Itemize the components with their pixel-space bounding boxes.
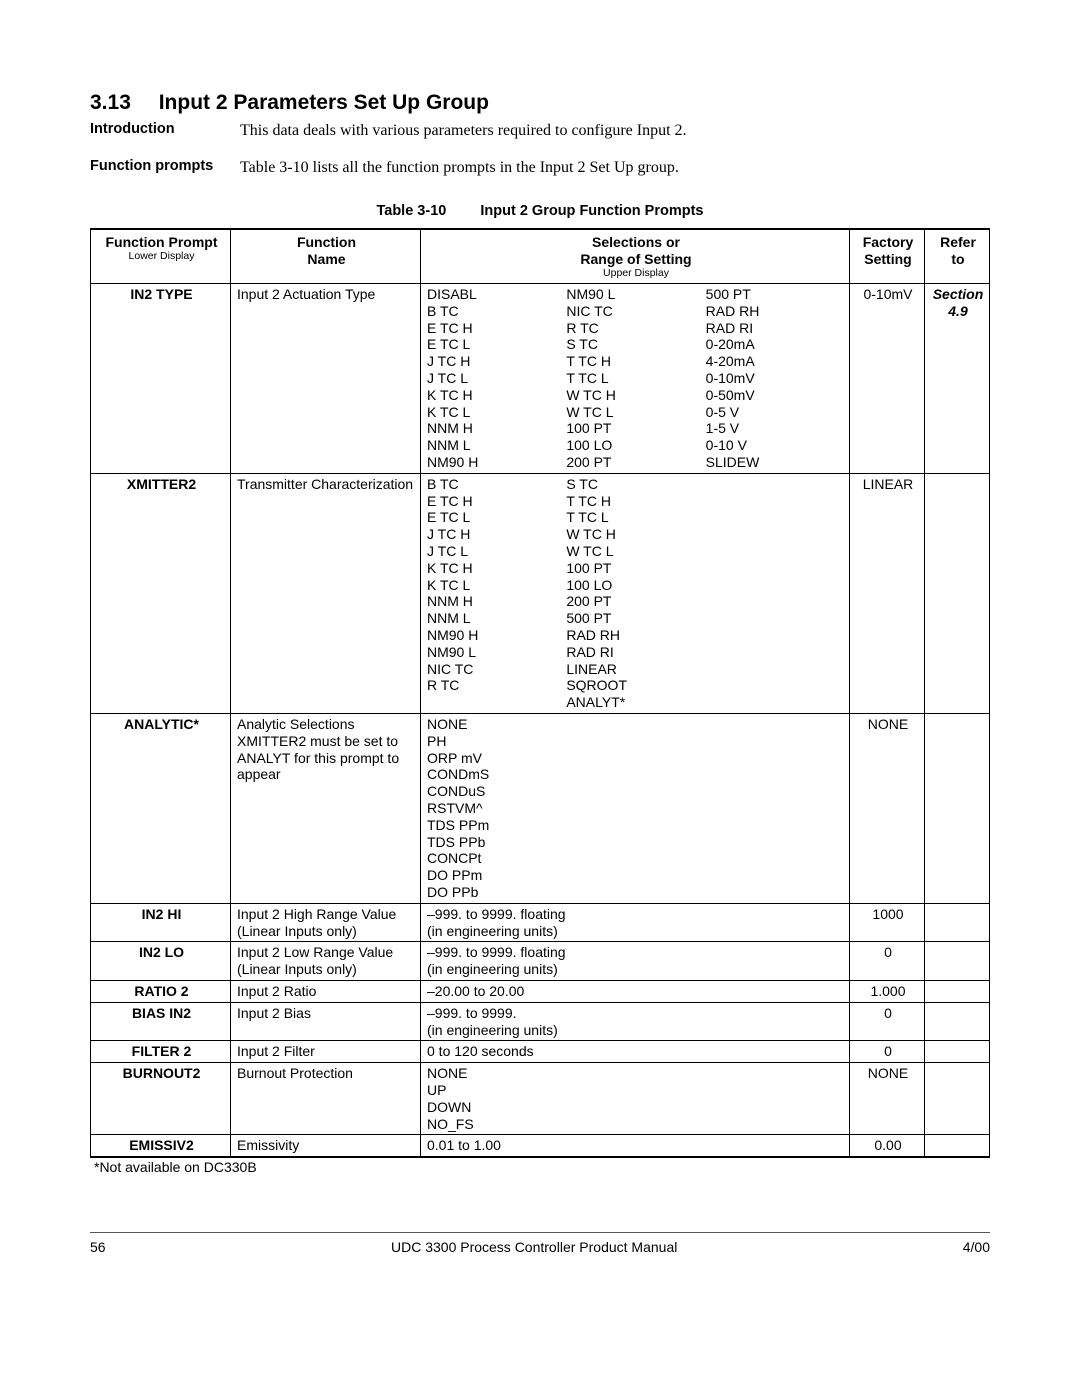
cell-factory: 0 xyxy=(850,1002,925,1041)
cell-selections: –999. to 9999. floating (in engineering … xyxy=(421,903,850,942)
cell-refer xyxy=(925,980,990,1002)
cell-factory: 1.000 xyxy=(850,980,925,1002)
cell-name: Input 2 High Range Value (Linear Inputs … xyxy=(231,903,421,942)
cell-refer xyxy=(925,903,990,942)
table-row: EMISSIV2Emissivity0.01 to 1.000.00 xyxy=(91,1135,990,1157)
cell-prompt: IN2 HI xyxy=(91,903,231,942)
cell-refer xyxy=(925,1002,990,1041)
section-heading: 3.13 Input 2 Parameters Set Up Group xyxy=(90,90,990,115)
table-footnote: *Not available on DC330B xyxy=(90,1158,990,1176)
table-row: BURNOUT2Burnout ProtectionNONEUPDOWNNO_F… xyxy=(91,1063,990,1135)
cell-prompt: ANALYTIC* xyxy=(91,714,231,904)
page-footer: 56 UDC 3300 Process Controller Product M… xyxy=(90,1232,990,1256)
table-row: IN2 HIInput 2 High Range Value (Linear I… xyxy=(91,903,990,942)
cell-prompt: FILTER 2 xyxy=(91,1041,231,1063)
cell-selections: NONEPHORP mVCONDmSCONDuSRSTVM^TDS PPmTDS… xyxy=(421,714,850,904)
cell-prompt: IN2 TYPE xyxy=(91,284,231,474)
cell-prompt: RATIO 2 xyxy=(91,980,231,1002)
cell-prompt: BIAS IN2 xyxy=(91,1002,231,1041)
table-caption-number: Table 3-10 xyxy=(376,203,446,219)
cell-refer xyxy=(925,473,990,713)
prompts-table: Function Prompt Lower Display Function N… xyxy=(90,228,990,1158)
introduction-label: Introduction xyxy=(90,121,240,140)
col-header-name: Function Name xyxy=(231,229,421,284)
cell-selections: NONEUPDOWNNO_FS xyxy=(421,1063,850,1135)
cell-name: Input 2 Low Range Value (Linear Inputs o… xyxy=(231,942,421,981)
cell-factory: 1000 xyxy=(850,903,925,942)
cell-refer: Section 4.9 xyxy=(925,284,990,474)
cell-factory: NONE xyxy=(850,714,925,904)
cell-name: Input 2 Filter xyxy=(231,1041,421,1063)
introduction-block: Introduction This data deals with variou… xyxy=(90,121,990,140)
cell-selections: B TCE TC HE TC LJ TC HJ TC LK TC HK TC L… xyxy=(421,473,850,713)
cell-factory: LINEAR xyxy=(850,473,925,713)
table-row: BIAS IN2Input 2 Bias–999. to 9999. (in e… xyxy=(91,1002,990,1041)
cell-refer xyxy=(925,942,990,981)
table-row: ANALYTIC*Analytic Selections XMITTER2 mu… xyxy=(91,714,990,904)
cell-selections: 0.01 to 1.00 xyxy=(421,1135,850,1157)
table-caption: Table 3-10 Input 2 Group Function Prompt… xyxy=(90,203,990,220)
function-prompts-block: Function prompts Table 3-10 lists all th… xyxy=(90,158,990,177)
cell-prompt: XMITTER2 xyxy=(91,473,231,713)
table-caption-title: Input 2 Group Function Prompts xyxy=(480,203,703,219)
table-row: XMITTER2Transmitter CharacterizationB TC… xyxy=(91,473,990,713)
cell-refer xyxy=(925,1063,990,1135)
cell-selections: –999. to 9999. (in engineering units) xyxy=(421,1002,850,1041)
introduction-text: This data deals with various parameters … xyxy=(240,121,687,140)
cell-name: Burnout Protection xyxy=(231,1063,421,1135)
cell-prompt: EMISSIV2 xyxy=(91,1135,231,1157)
table-row: IN2 TYPEInput 2 Actuation TypeDISABLB TC… xyxy=(91,284,990,474)
table-body: IN2 TYPEInput 2 Actuation TypeDISABLB TC… xyxy=(91,284,990,1158)
col-header-factory: Factory Setting xyxy=(850,229,925,284)
cell-name: Input 2 Ratio xyxy=(231,980,421,1002)
cell-selections: DISABLB TCE TC HE TC LJ TC HJ TC LK TC H… xyxy=(421,284,850,474)
cell-name: Transmitter Characterization xyxy=(231,473,421,713)
cell-factory: 0-10mV xyxy=(850,284,925,474)
cell-refer xyxy=(925,714,990,904)
cell-selections: 0 to 120 seconds xyxy=(421,1041,850,1063)
cell-selections: –999. to 9999. floating (in engineering … xyxy=(421,942,850,981)
footer-page: 56 xyxy=(90,1239,106,1256)
cell-refer xyxy=(925,1041,990,1063)
footer-title: UDC 3300 Process Controller Product Manu… xyxy=(391,1239,677,1256)
cell-selections: –20.00 to 20.00 xyxy=(421,980,850,1002)
cell-name: Emissivity xyxy=(231,1135,421,1157)
table-row: RATIO 2Input 2 Ratio–20.00 to 20.001.000 xyxy=(91,980,990,1002)
function-prompts-label: Function prompts xyxy=(90,158,240,177)
cell-refer xyxy=(925,1135,990,1157)
cell-factory: NONE xyxy=(850,1063,925,1135)
footer-date: 4/00 xyxy=(963,1239,990,1256)
table-row: FILTER 2Input 2 Filter0 to 120 seconds0 xyxy=(91,1041,990,1063)
cell-prompt: BURNOUT2 xyxy=(91,1063,231,1135)
cell-name: Input 2 Bias xyxy=(231,1002,421,1041)
cell-name: Input 2 Actuation Type xyxy=(231,284,421,474)
table-row: IN2 LOInput 2 Low Range Value (Linear In… xyxy=(91,942,990,981)
cell-name: Analytic Selections XMITTER2 must be set… xyxy=(231,714,421,904)
function-prompts-text: Table 3-10 lists all the function prompt… xyxy=(240,158,679,177)
col-header-selections: Selections or Range of Setting Upper Dis… xyxy=(421,229,850,284)
cell-prompt: IN2 LO xyxy=(91,942,231,981)
cell-factory: 0 xyxy=(850,1041,925,1063)
section-title: Input 2 Parameters Set Up Group xyxy=(159,91,489,114)
col-header-refer: Refer to xyxy=(925,229,990,284)
col-header-prompt: Function Prompt Lower Display xyxy=(91,229,231,284)
cell-factory: 0 xyxy=(850,942,925,981)
cell-factory: 0.00 xyxy=(850,1135,925,1157)
section-number: 3.13 xyxy=(90,90,131,115)
